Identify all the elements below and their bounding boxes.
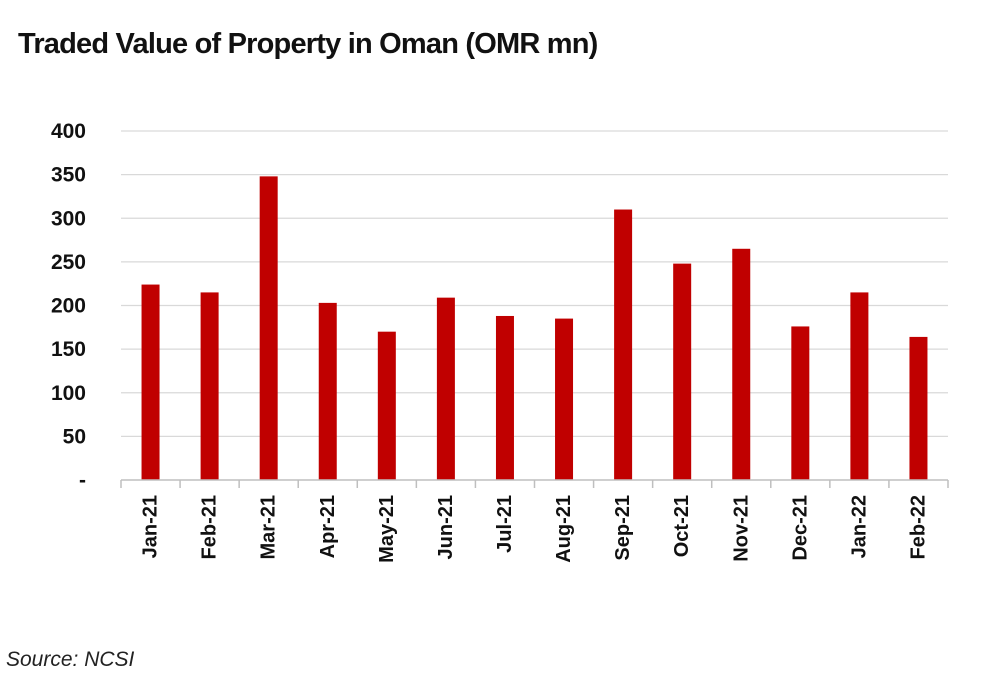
bar (673, 263, 692, 480)
bar (141, 284, 160, 480)
chart-title: Traded Value of Property in Oman (OMR mn… (18, 28, 598, 60)
bar (318, 302, 337, 480)
x-tick-label: Jul-21 (494, 495, 516, 553)
x-tick-label: Apr-21 (317, 495, 339, 558)
bar (436, 297, 455, 480)
x-axis-tick-labels: Jan-21 Feb-21 Mar-21 Apr-21 May-21 Jun-21 Jul-… (140, 495, 930, 563)
bar (555, 318, 574, 480)
y-tick-label: 200 (51, 295, 86, 318)
y-tick-label: 50 (63, 425, 86, 448)
gridlines (121, 130, 948, 437)
x-axis (120, 479, 949, 488)
bar (732, 248, 751, 480)
bar (614, 209, 633, 480)
bar (791, 326, 810, 480)
x-tick-label: Nov-21 (730, 495, 752, 562)
x-tick-label: Jun-21 (435, 495, 457, 559)
x-tick-label: Dec-21 (789, 495, 811, 561)
source-note: Source: NCSI (6, 648, 135, 671)
x-tick-label: Jan-21 (140, 495, 162, 558)
x-tick-label: Feb-21 (199, 495, 221, 559)
bars (141, 176, 928, 480)
bar (909, 336, 928, 480)
x-tick-label: Feb-22 (907, 495, 929, 559)
x-tick-label: May-21 (376, 495, 398, 563)
bar (850, 292, 869, 480)
x-tick-label: Aug-21 (553, 495, 575, 563)
bar (259, 176, 278, 480)
y-tick-label: 150 (51, 338, 86, 361)
y-tick-label: 300 (51, 207, 86, 230)
x-tick-label: Mar-21 (258, 495, 280, 559)
y-tick-label: 100 (51, 382, 86, 405)
y-axis-tick-labels: - 50 100 150 200 250 300 350 400 (51, 120, 86, 492)
y-tick-label: - (79, 469, 86, 492)
bar (200, 292, 219, 480)
y-tick-label: 250 (51, 251, 86, 274)
x-tick-label: Sep-21 (612, 495, 634, 561)
x-tick-label: Jan-22 (848, 495, 870, 558)
y-tick-label: 400 (51, 120, 86, 143)
bar (377, 331, 396, 480)
x-tick-label: Oct-21 (671, 495, 693, 557)
y-tick-label: 350 (51, 164, 86, 187)
bar (495, 315, 514, 480)
